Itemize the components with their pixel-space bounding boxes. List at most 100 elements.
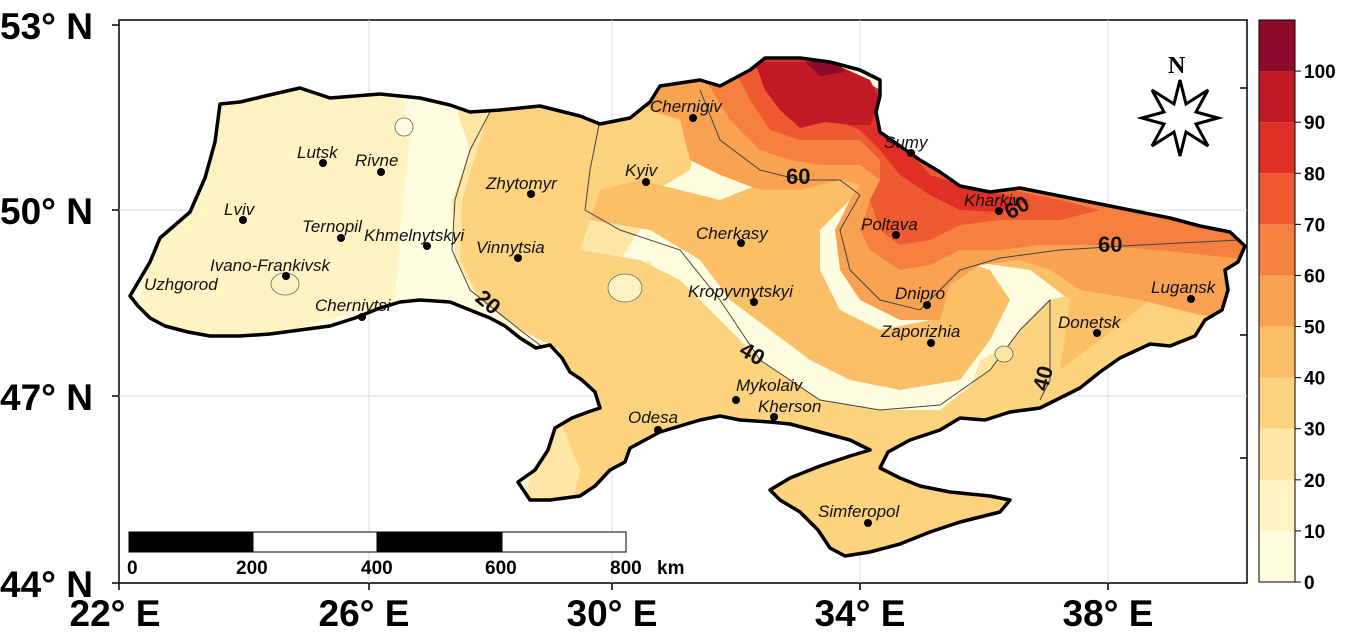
colorbar-tick-label: 50 [1304,318,1325,339]
city-label-poltava: Poltava [861,215,918,234]
colorbar: 0 10 20 30 40 50 60 70 80 90 100 [1258,19,1336,594]
city-label-zaporizhia: Zaporizhia [880,322,960,341]
city-dot [1187,295,1195,303]
local-anomalies [270,117,1014,363]
colorbar-swatch [1259,224,1295,276]
colorbar-swatch [1259,428,1295,480]
city-label-rivne: Rivne [355,151,398,170]
axis-ticks [112,24,1247,590]
contour-lines [451,89,1241,411]
city-label-sumy: Sumy [884,133,929,152]
colorbar-tick-label: 10 [1304,522,1325,543]
band-90-100 [755,62,880,128]
lon-label: 38° E [1063,593,1154,634]
city-dot [1093,329,1101,337]
city-dot [654,426,662,434]
city-dot [642,178,650,186]
city-label-chernigiv: Chernigiv [650,97,723,116]
contour-label: 60 [1098,232,1122,257]
scale-tick-label: 400 [361,558,393,579]
city-dot [377,168,385,176]
scale-unit-label: km [657,558,684,579]
colorbar-tick-label: 60 [1304,266,1325,287]
colorbar-tick-label: 0 [1304,573,1315,594]
city-labels: Chernigiv Sumy Lutsk Rivne Zhytomyr Kyiv… [144,97,1217,521]
city-dot [282,272,290,280]
city-dot [907,149,915,157]
city-dot [689,114,697,122]
colorbar-swatch [1259,122,1295,174]
city-label-kyiv: Kyiv [625,161,659,180]
city-label-vinnytsia: Vinnytsia [476,238,545,257]
city-dot [337,234,345,242]
city-dot [239,216,247,224]
city-dot [892,231,900,239]
colorbar-swatch [1259,326,1295,378]
colorbar-tick-label: 70 [1304,215,1325,236]
city-label-ternopil: Ternopil [302,217,363,236]
lat-label: 44° N [0,564,93,605]
city-dot [927,339,935,347]
colorbar-swatch [1259,479,1295,531]
city-dot [319,159,327,167]
city-dot [864,519,872,527]
colorbar-swatch [1259,275,1295,327]
city-dot [423,242,431,250]
colorbar-tick-label: 100 [1304,62,1336,83]
scale-tick-label: 200 [236,558,268,579]
city-label-mykolaiv: Mykolaiv [736,376,804,395]
city-label-lugansk: Lugansk [1151,278,1217,297]
colorbar-swatch [1259,71,1295,123]
colorbar-swatch [1259,20,1295,72]
city-dot [770,413,778,421]
city-label-ivano-frankivsk: Ivano-Frankivsk [210,256,331,275]
city-label-lutsk: Lutsk [297,143,339,162]
north-arrow-icon: N [1136,53,1224,157]
city-label-lviv: Lviv [224,200,256,219]
city-label-zhytomyr: Zhytomyr [485,174,558,193]
city-dot [737,239,745,247]
city-label-donetsk: Donetsk [1058,313,1122,332]
colorbar-swatch [1259,377,1295,429]
colorbar-tick-label: 40 [1304,369,1325,390]
city-label-odesa: Odesa [628,408,678,427]
colorbar-tick-label: 30 [1304,420,1325,441]
city-label-kherson: Kherson [758,397,821,416]
lon-label: 26° E [319,593,410,634]
colorbar-tick-label: 20 [1304,471,1325,492]
city-dot [923,301,931,309]
lat-label: 47° N [0,377,93,418]
city-dot [514,254,522,262]
colorbar-border [1258,19,1296,583]
lat-label: 50° N [0,191,93,232]
city-markers [239,114,1195,527]
city-label-kropyvnytskyi: Kropyvnytskyi [688,282,794,301]
city-dot [750,298,758,306]
lon-label: 30° E [567,593,658,634]
city-dot [527,190,535,198]
latitude-labels: 53° N 50° N 47° N 44° N [0,6,93,605]
city-label-chernivtsi: Chernivtsi [315,296,392,315]
city-dot [995,207,1003,215]
scale-tick-label: 600 [485,558,517,579]
contour-label: 60 [786,164,810,189]
scale-tick-label: 800 [610,558,642,579]
country-border [128,56,1247,558]
scale-tick-label: 0 [127,558,138,579]
city-label-cherkasy: Cherkasy [696,224,769,243]
lon-label: 34° E [815,593,906,634]
city-label-khmelnytskyi: Khmelnytskyi [364,226,465,245]
north-label: N [1168,53,1186,79]
colorbar-swatch [1259,173,1295,225]
scale-bar: 0 200 400 600 800 km [127,531,684,579]
city-dot [732,396,740,404]
city-dot [358,313,366,321]
lon-label: 22° E [70,593,161,634]
colorbar-swatch [1259,530,1295,582]
city-label-dnipro: Dnipro [895,284,945,303]
longitude-labels: 22° E 26° E 30° E 34° E 38° E [70,593,1154,634]
city-label-uzhgorod: Uzhgorod [144,275,218,294]
city-label-kharkiv: Kharkiv [964,191,1022,210]
colorbar-tick-label: 90 [1304,113,1325,134]
